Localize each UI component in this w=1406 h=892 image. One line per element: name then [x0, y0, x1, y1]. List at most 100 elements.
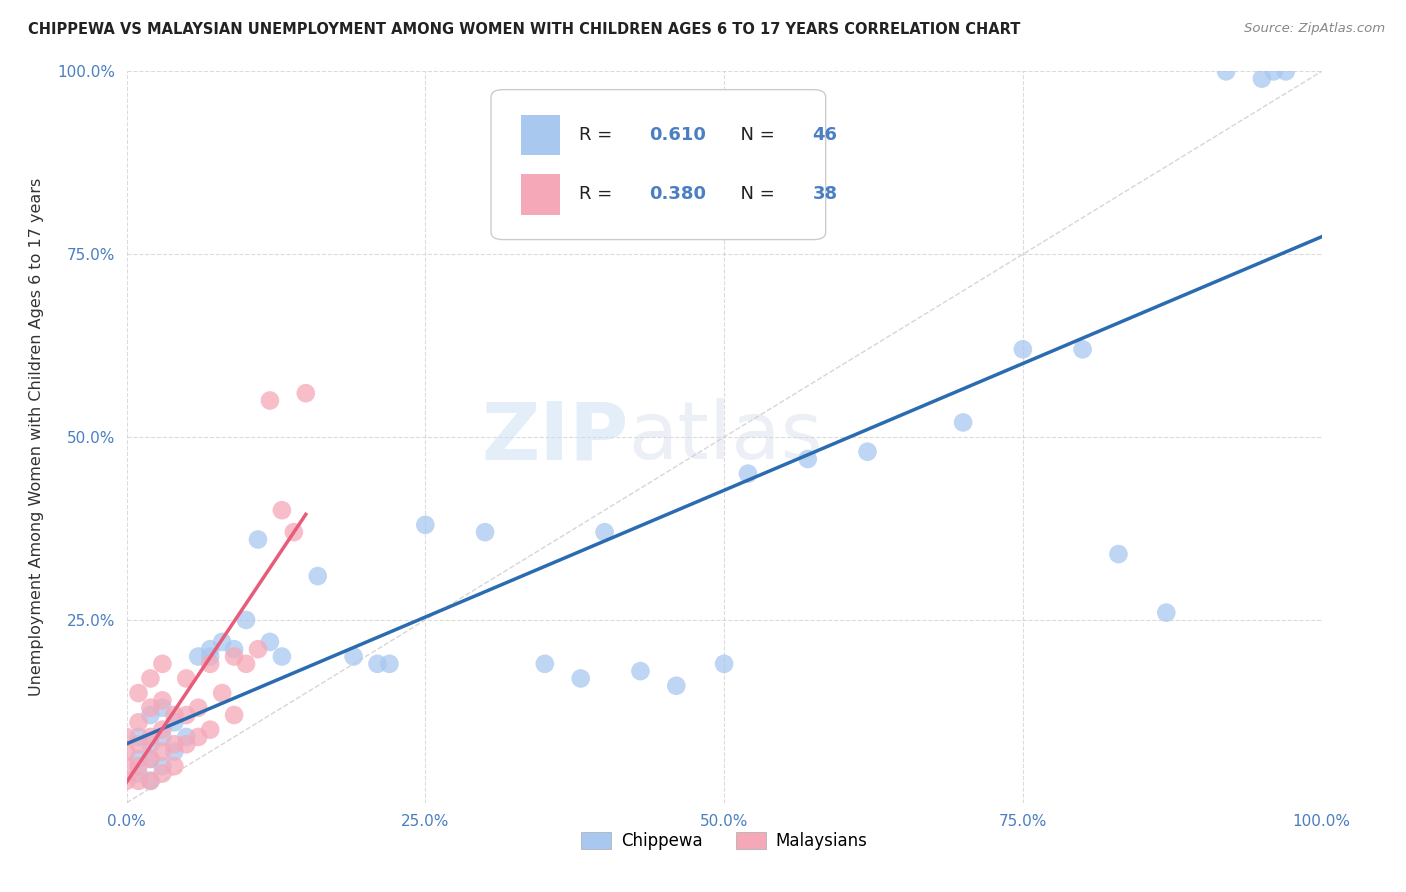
Point — [139, 773, 162, 788]
Point — [150, 700, 174, 714]
Point — [533, 657, 555, 671]
Legend: Chippewa, Malaysians: Chippewa, Malaysians — [574, 825, 875, 856]
Text: Source: ZipAtlas.com: Source: ZipAtlas.com — [1244, 22, 1385, 36]
Point — [259, 393, 281, 408]
Point — [247, 533, 270, 547]
Point — [1071, 343, 1094, 357]
Point — [247, 642, 270, 657]
Point — [127, 686, 149, 700]
Point — [150, 657, 174, 671]
Point — [1263, 64, 1285, 78]
Point — [270, 503, 294, 517]
Point — [856, 444, 879, 458]
Point — [139, 708, 162, 723]
Point — [127, 737, 149, 751]
Point — [222, 708, 246, 723]
Point — [139, 737, 162, 751]
Point — [952, 416, 974, 430]
Point — [665, 679, 688, 693]
Point — [127, 773, 149, 788]
Point — [200, 649, 222, 664]
Text: N =: N = — [728, 186, 780, 203]
Point — [127, 752, 149, 766]
Point — [187, 649, 209, 664]
Point — [222, 649, 246, 664]
Point — [150, 693, 174, 707]
Point — [187, 700, 209, 714]
Point — [474, 525, 496, 540]
Point — [174, 672, 197, 686]
Point — [139, 700, 162, 714]
Point — [1154, 606, 1177, 620]
Point — [127, 730, 149, 744]
Text: R =: R = — [579, 186, 619, 203]
Point — [150, 759, 174, 773]
Point — [343, 649, 366, 664]
Point — [150, 730, 174, 744]
Point — [163, 715, 186, 730]
Point — [628, 664, 651, 678]
Point — [270, 649, 294, 664]
Text: CHIPPEWA VS MALAYSIAN UNEMPLOYMENT AMONG WOMEN WITH CHILDREN AGES 6 TO 17 YEARS : CHIPPEWA VS MALAYSIAN UNEMPLOYMENT AMONG… — [28, 22, 1021, 37]
Point — [737, 467, 759, 481]
Point — [174, 730, 197, 744]
Point — [150, 745, 174, 759]
Text: ZIP: ZIP — [481, 398, 628, 476]
Point — [115, 745, 138, 759]
Text: N =: N = — [728, 126, 780, 144]
Point — [139, 730, 162, 744]
Point — [366, 657, 388, 671]
Point — [127, 715, 149, 730]
Text: 0.610: 0.610 — [648, 126, 706, 144]
Point — [200, 657, 222, 671]
Point — [1250, 71, 1272, 86]
Point — [139, 752, 162, 766]
Point — [796, 452, 818, 467]
Point — [163, 737, 186, 751]
Point — [283, 525, 305, 540]
Point — [378, 657, 401, 671]
Point — [187, 730, 209, 744]
Point — [1274, 64, 1296, 78]
Point — [150, 766, 174, 780]
Point — [174, 737, 197, 751]
Point — [1108, 547, 1130, 561]
Point — [150, 723, 174, 737]
Text: R =: R = — [579, 126, 619, 144]
Point — [413, 517, 436, 532]
Point — [235, 613, 257, 627]
Text: 38: 38 — [813, 186, 838, 203]
Point — [163, 745, 186, 759]
Point — [163, 708, 186, 723]
Text: atlas: atlas — [628, 398, 823, 476]
Point — [259, 635, 281, 649]
FancyBboxPatch shape — [491, 90, 825, 240]
FancyBboxPatch shape — [520, 174, 561, 214]
Point — [200, 723, 222, 737]
FancyBboxPatch shape — [520, 115, 561, 155]
Point — [222, 642, 246, 657]
Point — [593, 525, 616, 540]
Point — [294, 386, 316, 401]
Point — [713, 657, 735, 671]
Point — [139, 672, 162, 686]
Point — [163, 759, 186, 773]
Point — [211, 635, 233, 649]
Point — [307, 569, 329, 583]
Point — [115, 730, 138, 744]
Point — [1215, 64, 1237, 78]
Point — [127, 759, 149, 773]
Point — [1011, 343, 1033, 357]
Point — [139, 773, 162, 788]
Point — [200, 642, 222, 657]
Point — [211, 686, 233, 700]
Point — [127, 766, 149, 780]
Point — [569, 672, 592, 686]
Point — [174, 708, 197, 723]
Text: 0.380: 0.380 — [648, 186, 706, 203]
Point — [139, 752, 162, 766]
Text: 46: 46 — [813, 126, 838, 144]
Y-axis label: Unemployment Among Women with Children Ages 6 to 17 years: Unemployment Among Women with Children A… — [28, 178, 44, 696]
Point — [115, 759, 138, 773]
Point — [115, 773, 138, 788]
